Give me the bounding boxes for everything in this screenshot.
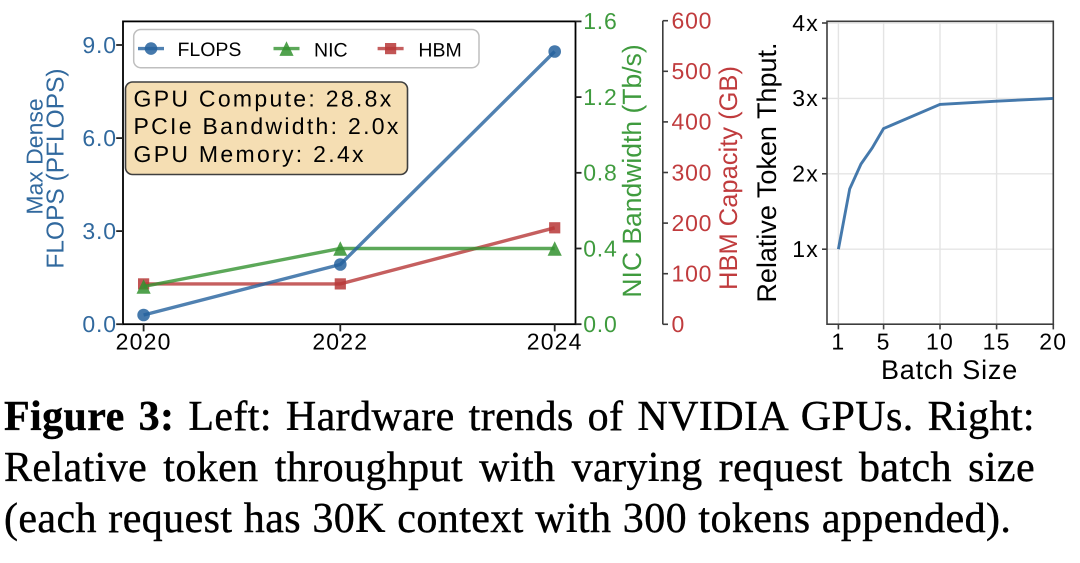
svg-text:5: 5: [877, 329, 891, 355]
svg-text:20: 20: [1039, 329, 1067, 355]
svg-text:3x: 3x: [792, 85, 819, 111]
svg-text:0.4: 0.4: [583, 235, 617, 261]
svg-text:4x: 4x: [792, 10, 819, 36]
svg-text:PCIe Bandwidth: 2.0x: PCIe Bandwidth: 2.0x: [134, 113, 401, 139]
svg-text:1: 1: [831, 329, 845, 355]
svg-text:Batch Size: Batch Size: [881, 355, 1018, 385]
svg-text:0.8: 0.8: [583, 160, 617, 186]
svg-text:1x: 1x: [792, 236, 819, 262]
svg-text:10: 10: [926, 329, 954, 355]
svg-text:NIC: NIC: [314, 39, 348, 61]
svg-text:600: 600: [672, 8, 713, 34]
svg-text:15: 15: [983, 329, 1011, 355]
svg-text:200: 200: [672, 210, 713, 236]
svg-text:HBM Capacity (GB): HBM Capacity (GB): [715, 66, 743, 290]
svg-text:HBM: HBM: [418, 39, 461, 61]
svg-text:1.6: 1.6: [583, 8, 617, 34]
svg-text:NIC Bandwidth (Tb/s): NIC Bandwidth (Tb/s): [617, 44, 647, 297]
svg-text:GPU Memory: 2.4x: GPU Memory: 2.4x: [134, 141, 366, 167]
svg-text:3.0: 3.0: [82, 218, 116, 244]
svg-text:2022: 2022: [312, 329, 368, 355]
svg-text:0.0: 0.0: [583, 311, 617, 337]
svg-text:6.0: 6.0: [82, 125, 116, 151]
svg-text:1.2: 1.2: [583, 84, 617, 110]
svg-text:300: 300: [672, 159, 713, 185]
svg-text:500: 500: [672, 58, 713, 84]
svg-text:Relative Token Thput.: Relative Token Thput.: [752, 43, 782, 303]
svg-text:FLOPS: FLOPS: [178, 39, 242, 61]
svg-text:0: 0: [672, 311, 686, 337]
svg-text:400: 400: [672, 109, 713, 135]
svg-text:9.0: 9.0: [82, 32, 116, 58]
svg-text:0.0: 0.0: [82, 311, 116, 337]
svg-text:2x: 2x: [792, 161, 819, 187]
svg-text:100: 100: [672, 261, 713, 287]
svg-text:2024: 2024: [527, 329, 583, 355]
svg-text:FLOPS (PFLOPS): FLOPS (PFLOPS): [43, 68, 70, 268]
svg-text:GPU Compute: 28.8x: GPU Compute: 28.8x: [134, 85, 394, 111]
svg-text:Max Dense: Max Dense: [22, 98, 48, 214]
svg-text:2020: 2020: [116, 329, 172, 355]
